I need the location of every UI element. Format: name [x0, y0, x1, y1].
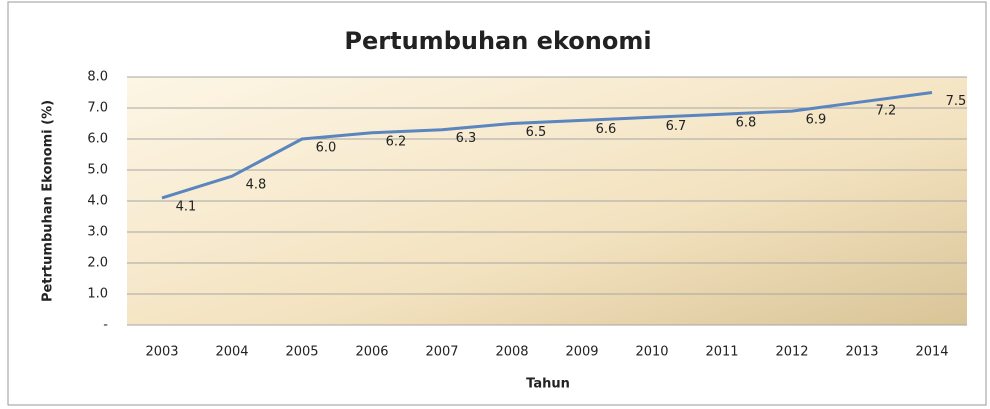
y-tick-label: 4.0 — [87, 194, 108, 209]
data-label: 6.3 — [456, 131, 477, 146]
x-tick-label: 2014 — [915, 345, 948, 360]
x-tick-label: 2008 — [495, 345, 528, 360]
data-label: 6.2 — [386, 134, 407, 149]
x-tick-label: 2007 — [425, 345, 458, 360]
data-label: 7.2 — [876, 103, 897, 118]
data-label: 6.9 — [806, 113, 827, 128]
x-tick-label: 2013 — [845, 345, 878, 360]
y-tick-label: 2.0 — [87, 256, 108, 271]
x-axis-title: Tahun — [526, 377, 570, 392]
y-axis-title: Petrtumbuhan Ekonomi (%) — [41, 100, 56, 302]
data-label: 6.5 — [526, 125, 547, 140]
y-tick-label: 7.0 — [87, 101, 108, 116]
data-label: 6.6 — [596, 122, 617, 137]
x-tick-label: 2009 — [565, 345, 598, 360]
x-tick-label: 2012 — [775, 345, 808, 360]
chart-title: Pertumbuhan ekonomi — [344, 27, 651, 55]
x-tick-label: 2010 — [635, 345, 668, 360]
x-tick-label: 2003 — [145, 345, 178, 360]
x-tick-label: 2004 — [215, 345, 248, 360]
data-label: 6.0 — [316, 141, 337, 156]
y-tick-label: 1.0 — [87, 287, 108, 302]
y-tick-label: 8.0 — [87, 70, 108, 85]
y-tick-label: 5.0 — [87, 163, 108, 178]
data-label: 4.8 — [246, 178, 267, 193]
y-tick-label: 6.0 — [87, 132, 108, 147]
x-tick-label: 2006 — [355, 345, 388, 360]
data-label: 7.5 — [946, 94, 967, 109]
data-line — [161, 91, 933, 200]
data-label: 6.7 — [666, 119, 687, 134]
x-tick-label: 2011 — [705, 345, 738, 360]
y-tick-label: - — [103, 318, 108, 333]
y-tick-label: 3.0 — [87, 225, 108, 240]
x-tick-label: 2005 — [285, 345, 318, 360]
data-label: 6.8 — [736, 116, 757, 131]
data-label: 4.1 — [176, 199, 197, 214]
